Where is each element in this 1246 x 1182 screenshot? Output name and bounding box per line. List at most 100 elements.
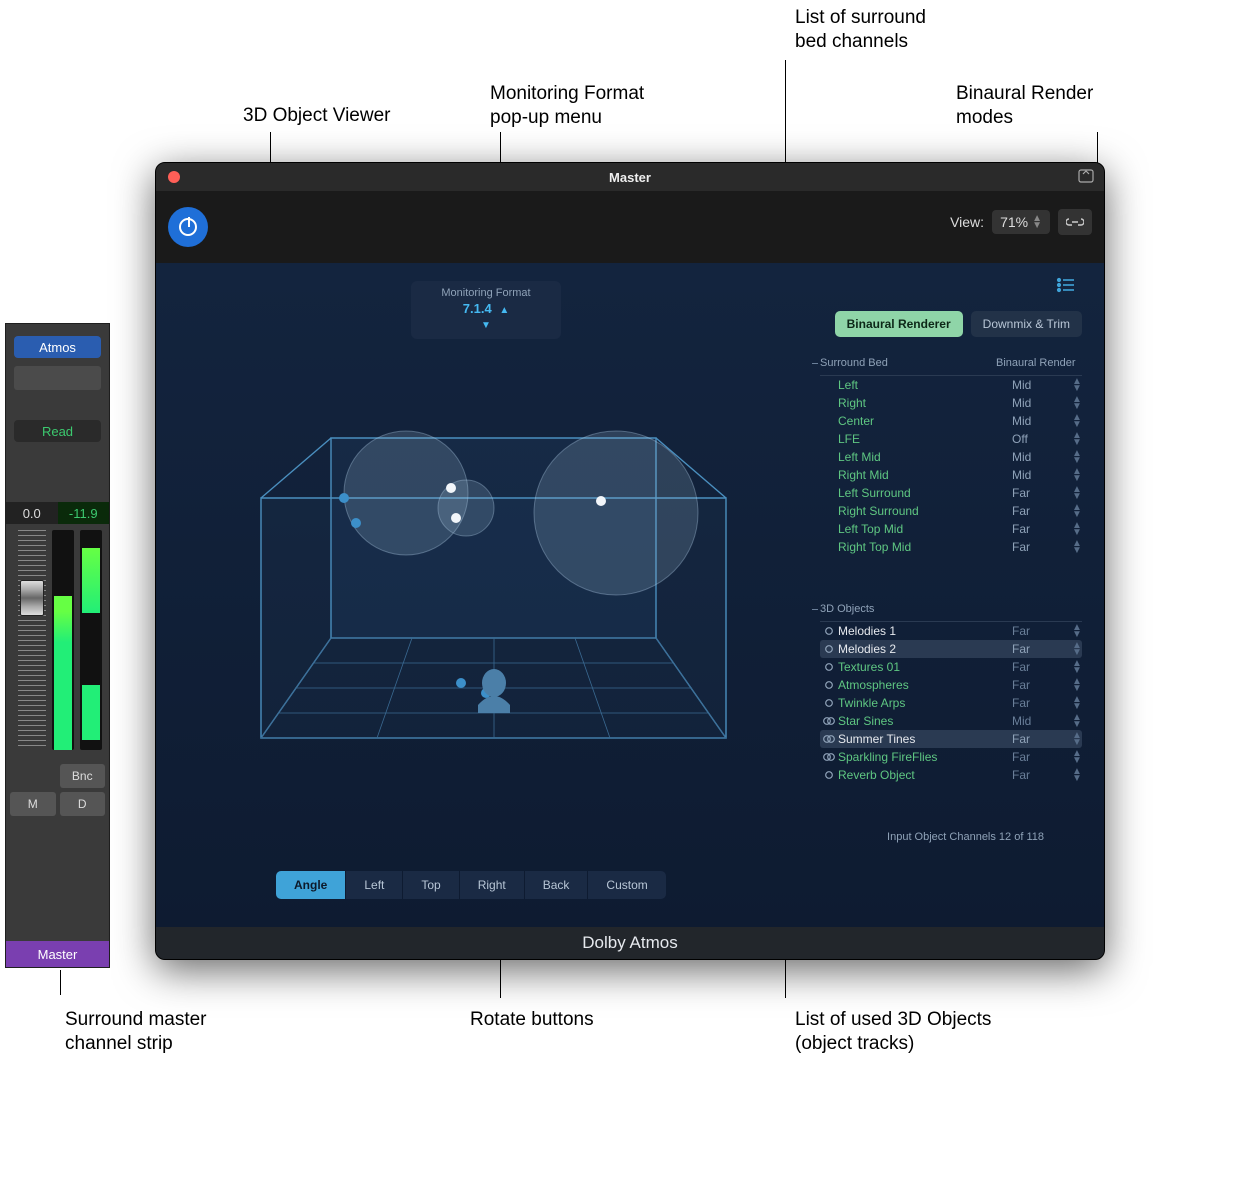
strip-slot[interactable]	[14, 366, 101, 390]
object-row[interactable]: Melodies 1Far▲▼	[820, 622, 1082, 640]
bed-mode[interactable]: Mid	[1012, 414, 1072, 428]
object-row[interactable]: Melodies 2Far▲▼	[820, 640, 1082, 658]
meter-2	[80, 530, 102, 750]
stereo-icon	[820, 734, 838, 744]
object-mode[interactable]: Far	[1012, 768, 1072, 782]
view-zoom[interactable]: 71%▲▼	[992, 210, 1050, 234]
rotate-left[interactable]: Left	[346, 871, 403, 899]
object-mode[interactable]: Far	[1012, 732, 1072, 746]
rotate-custom[interactable]: Custom	[588, 871, 665, 899]
plugin-title: Master	[156, 170, 1104, 185]
bed-header-mode: Binaural Render	[996, 357, 1082, 369]
bed-channel-name: LFE	[838, 432, 1012, 446]
bed-row[interactable]: Right MidMid▲▼	[820, 466, 1082, 484]
object-name: Melodies 2	[838, 642, 1012, 656]
link-button[interactable]	[1058, 209, 1092, 235]
bed-mode[interactable]: Mid	[1012, 396, 1072, 410]
stereo-icon	[820, 716, 838, 726]
object-name: Atmospheres	[838, 678, 1012, 692]
bed-mode[interactable]: Far	[1012, 540, 1072, 554]
bnc-button[interactable]: Bnc	[60, 764, 106, 788]
fader-knob[interactable]	[20, 580, 44, 616]
plugin-body: Monitoring Format 7.1.4 ▲▼ Binaural Rend…	[156, 263, 1104, 927]
object-mode[interactable]: Far	[1012, 696, 1072, 710]
bed-channel-name: Left Surround	[838, 486, 1012, 500]
strip-name[interactable]: Master	[6, 941, 109, 967]
object-mode[interactable]: Mid	[1012, 714, 1072, 728]
object-row[interactable]: Star SinesMid▲▼	[820, 712, 1082, 730]
object-row[interactable]: Twinkle ArpsFar▲▼	[820, 694, 1082, 712]
titlebar: Master	[156, 163, 1104, 191]
mono-icon	[820, 698, 838, 708]
bed-channel-name: Center	[838, 414, 1012, 428]
callout-binaural: Binaural Render modes	[956, 82, 1093, 130]
bed-mode[interactable]: Off	[1012, 432, 1072, 446]
object-row[interactable]: Reverb ObjectFar▲▼	[820, 766, 1082, 784]
presets-icon[interactable]	[1078, 169, 1094, 186]
bed-row[interactable]: Left MidMid▲▼	[820, 448, 1082, 466]
monitoring-format-popup[interactable]: Monitoring Format 7.1.4 ▲▼	[411, 281, 561, 339]
object-row[interactable]: Textures 01Far▲▼	[820, 658, 1082, 676]
bed-row[interactable]: Right SurroundFar▲▼	[820, 502, 1082, 520]
rotate-buttons: AngleLeftTopRightBackCustom	[276, 871, 666, 899]
bed-channel-name: Right Top Mid	[838, 540, 1012, 554]
rotate-top[interactable]: Top	[403, 871, 459, 899]
mono-icon	[820, 680, 838, 690]
objects-list: 3D Objects Melodies 1Far▲▼Melodies 2Far▲…	[820, 599, 1082, 784]
3d-object-viewer[interactable]	[206, 383, 776, 803]
atmos-badge[interactable]: Atmos	[14, 336, 101, 358]
bed-header-name: Surround Bed	[820, 357, 996, 369]
object-mode[interactable]: Far	[1012, 678, 1072, 692]
object-name: Sparkling FireFlies	[838, 750, 1012, 764]
stereo-icon	[820, 752, 838, 762]
d-button[interactable]: D	[60, 792, 106, 816]
rotate-right[interactable]: Right	[460, 871, 525, 899]
bed-channel-name: Right	[838, 396, 1012, 410]
bed-mode[interactable]: Far	[1012, 486, 1072, 500]
surround-bed-list: Surround Bed Binaural Render LeftMid▲▼Ri…	[820, 353, 1082, 556]
mono-icon	[820, 662, 838, 672]
bed-mode[interactable]: Mid	[1012, 378, 1072, 392]
object-mode[interactable]: Far	[1012, 660, 1072, 674]
power-button[interactable]	[168, 207, 208, 247]
mono-icon	[820, 626, 838, 636]
list-toggle-icon[interactable]	[1056, 277, 1076, 298]
object-mode[interactable]: Far	[1012, 750, 1072, 764]
tab-downmix-trim[interactable]: Downmix & Trim	[971, 311, 1082, 337]
bed-row[interactable]: Left Top MidFar▲▼	[820, 520, 1082, 538]
object-name: Star Sines	[838, 714, 1012, 728]
automation-mode[interactable]: Read	[14, 420, 101, 442]
callout-strip: Surround master channel strip	[65, 1008, 207, 1056]
bed-row[interactable]: Right Top MidFar▲▼	[820, 538, 1082, 556]
bed-mode[interactable]: Mid	[1012, 468, 1072, 482]
bed-mode[interactable]: Far	[1012, 504, 1072, 518]
bed-row[interactable]: LeftMid▲▼	[820, 376, 1082, 394]
object-mode[interactable]: Far	[1012, 624, 1072, 638]
tab-binaural-renderer[interactable]: Binaural Renderer	[835, 311, 963, 337]
bed-mode[interactable]: Mid	[1012, 450, 1072, 464]
object-row[interactable]: Summer TinesFar▲▼	[820, 730, 1082, 748]
bed-row[interactable]: Left SurroundFar▲▼	[820, 484, 1082, 502]
bed-channel-name: Left Mid	[838, 450, 1012, 464]
plugin-toolbar: View: 71%▲▼	[156, 191, 1104, 263]
object-mode[interactable]: Far	[1012, 642, 1072, 656]
bed-row[interactable]: LFEOff▲▼	[820, 430, 1082, 448]
mute-button[interactable]: M	[10, 792, 56, 816]
object-name: Melodies 1	[838, 624, 1012, 638]
rotate-angle[interactable]: Angle	[276, 871, 346, 899]
bed-mode[interactable]: Far	[1012, 522, 1072, 536]
bed-channel-name: Left Top Mid	[838, 522, 1012, 536]
callout-bed: List of surround bed channels	[795, 6, 926, 54]
callout-monitor: Monitoring Format pop-up menu	[490, 82, 644, 130]
object-row[interactable]: Sparkling FireFliesFar▲▼	[820, 748, 1082, 766]
bed-row[interactable]: CenterMid▲▼	[820, 412, 1082, 430]
master-channel-strip: Atmos Read 0.0 -11.9 Bnc M D Master	[5, 323, 110, 968]
bed-row[interactable]: RightMid▲▼	[820, 394, 1082, 412]
rotate-back[interactable]: Back	[525, 871, 589, 899]
dolby-atmos-plugin-window: Master View: 71%▲▼ Monitoring Format 7.1…	[155, 162, 1105, 960]
level-a[interactable]: 0.0	[6, 502, 58, 524]
object-row[interactable]: AtmospheresFar▲▼	[820, 676, 1082, 694]
strip-level-readout: 0.0 -11.9	[6, 502, 109, 524]
level-b: -11.9	[58, 502, 110, 524]
view-label: View:	[950, 214, 984, 230]
